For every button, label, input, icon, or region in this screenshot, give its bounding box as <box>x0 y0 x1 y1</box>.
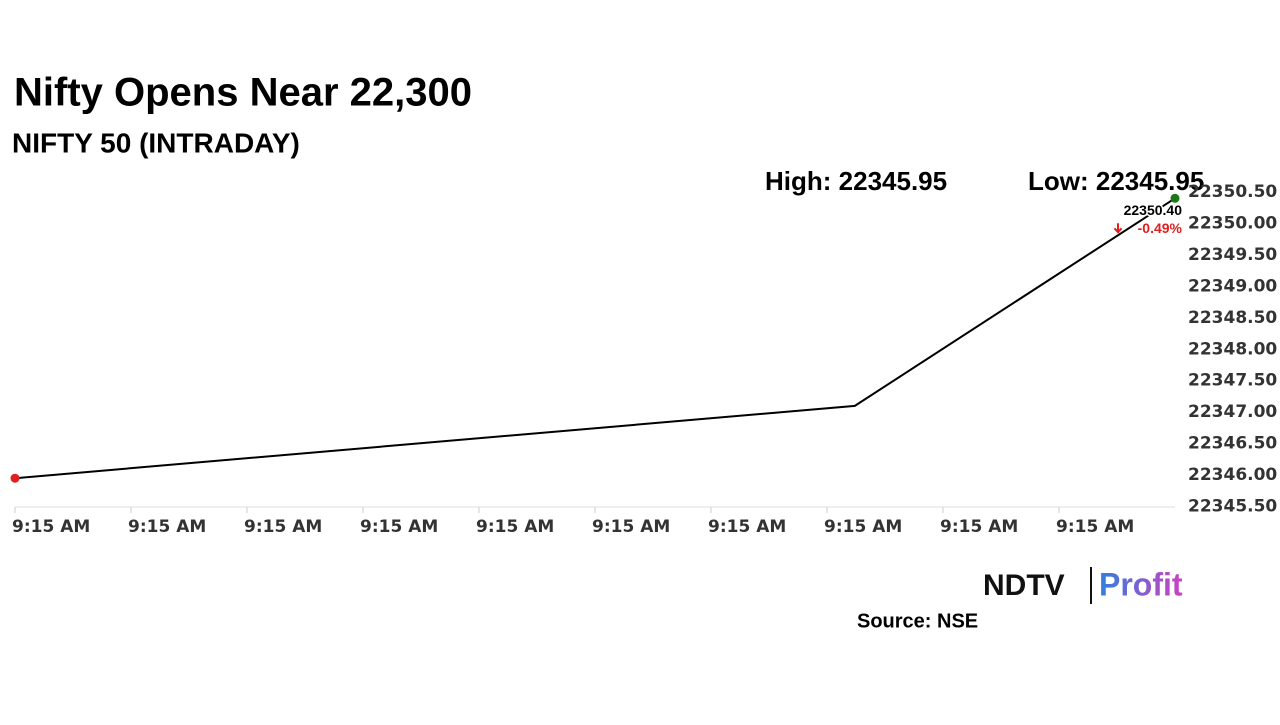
start-marker <box>10 473 20 483</box>
chart-title: Nifty Opens Near 22,300 <box>14 71 472 115</box>
brand: NDTV <box>983 569 1065 602</box>
y-tick-label: 22348.50 <box>1188 308 1277 328</box>
x-tick-label: 9:15 AM <box>476 517 554 537</box>
down-arrow <box>1113 223 1123 234</box>
y-tick-label: 22345.50 <box>1188 497 1277 517</box>
x-tick-label: 9:15 AM <box>592 517 670 537</box>
y-tick-label: 22348.00 <box>1188 339 1277 359</box>
y-tick-label: 22349.00 <box>1188 276 1277 296</box>
y-tick-label: 22350.50 <box>1188 182 1277 202</box>
y-tick-label: 22347.50 <box>1188 371 1277 391</box>
x-tick-label: 9:15 AM <box>824 517 902 537</box>
x-tick-label: 9:15 AM <box>128 517 206 537</box>
line <box>14 197 1176 480</box>
source: Source: NSE <box>857 610 978 632</box>
chart-subtitle: NIFTY 50 (INTRADAY) <box>12 127 300 158</box>
change-label: -0.49% <box>1138 220 1183 236</box>
brand-sub: Profit <box>1099 566 1183 602</box>
x-tick-label: 9:15 AM <box>708 517 786 537</box>
low-label: Low: 22345.95 <box>1028 166 1204 196</box>
x-tick-label: 9:15 AM <box>940 517 1018 537</box>
x-tick-label: 9:15 AM <box>12 517 90 537</box>
y-tick-label: 22349.50 <box>1188 245 1277 265</box>
y-tick-label: 22346.50 <box>1188 434 1277 454</box>
x-tick-label: 9:15 AM <box>244 517 322 537</box>
y-tick-label: 22346.00 <box>1188 465 1277 485</box>
x-tick-label: 9:15 AM <box>1056 517 1134 537</box>
y-tick-label: 22347.00 <box>1188 402 1277 422</box>
x-tick-label: 9:15 AM <box>360 517 438 537</box>
y-tick-label: 22350.00 <box>1188 213 1277 233</box>
high-label: High: 22345.95 <box>765 166 947 196</box>
last-value-label: 22350.40 <box>1124 202 1183 218</box>
end-marker <box>1170 193 1180 203</box>
